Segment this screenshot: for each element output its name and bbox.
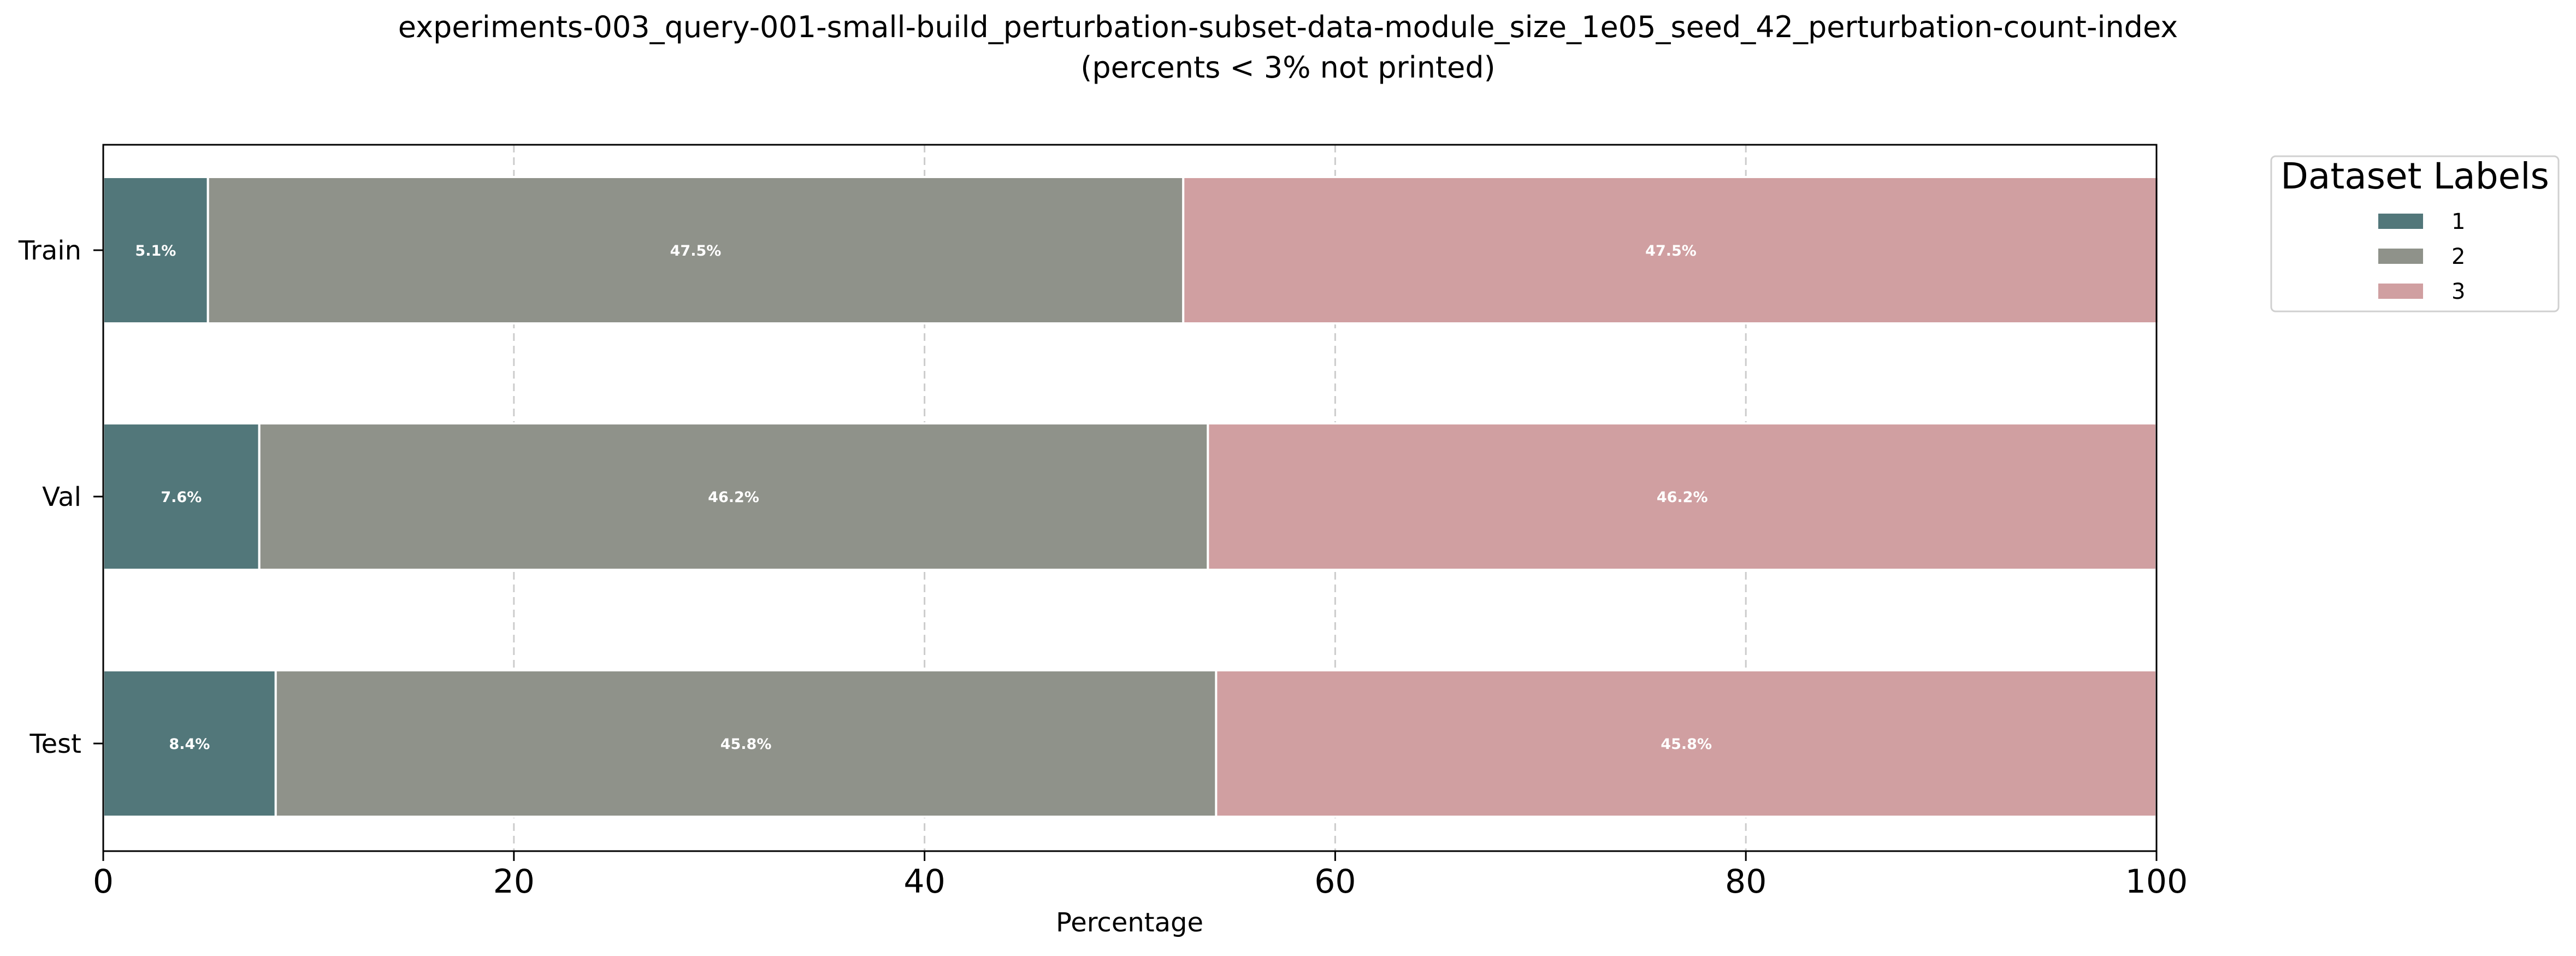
- bar-value-label: 45.8%: [720, 736, 772, 753]
- bar-value-label: 46.2%: [1657, 489, 1708, 506]
- bar-segment[interactable]: [102, 669, 277, 818]
- x-axis-label: Percentage: [1056, 907, 1203, 938]
- y-tick-label: Val: [42, 482, 81, 512]
- y-axis: Train Val Test: [18, 235, 103, 759]
- x-tick-label: 60: [1314, 863, 1356, 901]
- legend-swatch: [2378, 284, 2423, 299]
- x-tick-label: 100: [2125, 863, 2188, 901]
- legend-item[interactable]: 2: [2378, 244, 2465, 269]
- x-tick-label: 0: [93, 863, 114, 901]
- legend-label: 2: [2451, 244, 2465, 269]
- bar-value-labels: 5.1% 47.5% 47.5% 7.6% 46.2% 46.2% 8.4% 45.8% 45.…: [135, 243, 1712, 753]
- x-tick-label: 40: [903, 863, 945, 901]
- bar-segment[interactable]: [258, 422, 1209, 571]
- legend-swatch: [2378, 249, 2423, 264]
- x-tick-label: 20: [493, 863, 535, 901]
- bar-segment[interactable]: [1207, 422, 2158, 571]
- bar-value-label: 47.5%: [1645, 243, 1697, 259]
- y-tick-label: Test: [29, 729, 81, 759]
- legend-title: Dataset Labels: [2280, 155, 2549, 197]
- bar-segment[interactable]: [1215, 669, 2158, 818]
- bar-segment[interactable]: [102, 422, 261, 571]
- legend-items: 1 2 3: [2378, 209, 2465, 304]
- legend-frame: [2270, 155, 2560, 312]
- bar-segment[interactable]: [274, 669, 1218, 818]
- bar-value-label: 45.8%: [1661, 736, 1712, 753]
- bar-value-label: 8.4%: [169, 736, 210, 753]
- bar-segment[interactable]: [102, 176, 209, 324]
- legend[interactable]: Dataset Labels 1 2 3: [2270, 155, 2560, 312]
- bar-segment[interactable]: [1182, 176, 2160, 324]
- bar-value-label: 7.6%: [161, 489, 202, 506]
- bar-value-label: 46.2%: [708, 489, 759, 506]
- bar-value-label: 47.5%: [670, 243, 722, 259]
- bars: [102, 176, 2160, 818]
- y-tick-label: Train: [18, 235, 81, 266]
- chart-title: experiments-003_query-001-small-build_pe…: [398, 10, 2178, 44]
- plot-frame: [102, 144, 2158, 852]
- legend-item[interactable]: 3: [2378, 279, 2465, 304]
- x-tick-label: 80: [1725, 863, 1766, 901]
- legend-label: 3: [2451, 279, 2465, 304]
- bar-value-label: 5.1%: [135, 243, 176, 259]
- legend-item[interactable]: 1: [2378, 209, 2465, 234]
- chart-subtitle: (percents < 3% not printed): [1080, 50, 1495, 85]
- legend-label: 1: [2451, 209, 2465, 234]
- x-axis: 0 20 40 60 80 100: [93, 851, 2188, 901]
- legend-swatch: [2378, 214, 2423, 229]
- bar-segment[interactable]: [206, 176, 1185, 324]
